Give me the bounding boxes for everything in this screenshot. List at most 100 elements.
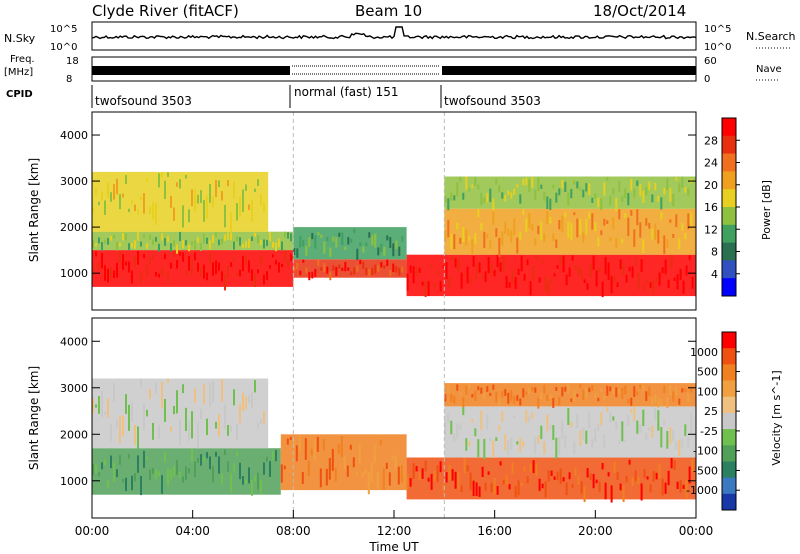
heatmap-cell-1-4-7 [465, 438, 468, 451]
freq-label-top: Freq. [10, 54, 35, 65]
heatmap-cell-0-4-31 [386, 235, 389, 241]
heatmap-cell-1-1-57 [263, 410, 265, 424]
heatmap-cell-1-1-45 [227, 425, 229, 436]
heatmap-cell-1-0-32 [188, 468, 190, 474]
heatmap-cell-1-0-26 [170, 469, 172, 480]
heatmap-cell-0-6-46 [582, 232, 585, 243]
colorbar-tick-label-1-3: 25 [704, 405, 718, 418]
heatmap-cell-1-1-55 [257, 422, 259, 429]
heatmap-cell-0-7-36 [552, 184, 555, 189]
heatmap-cell-1-4-41 [567, 408, 570, 425]
heatmap-cell-0-6-74 [666, 239, 669, 248]
heatmap-cell-0-6-61 [627, 217, 630, 237]
heatmap-cell-1-5-63 [633, 386, 636, 397]
heatmap-cell-0-0-36 [200, 266, 202, 277]
heatmap-cell-0-5-74 [628, 266, 631, 272]
heatmap-cell-0-2-43 [221, 191, 223, 201]
ytick-label-1-3: 4000 [60, 335, 88, 348]
heatmap-cell-1-0-24 [164, 452, 166, 463]
heatmap-cell-1-2-26 [358, 443, 361, 464]
heatmap-cell-0-5-63 [595, 270, 598, 287]
heatmap-cell-0-1-64 [284, 231, 286, 238]
heatmap-cell-1-4-81 [687, 437, 690, 447]
heatmap-cell-0-3-9 [320, 267, 323, 271]
heatmap-cell-0-3-7 [314, 268, 317, 277]
heatmap-cell-1-5-8 [468, 384, 471, 389]
heatmap-cell-1-4-59 [621, 421, 624, 442]
heatmap-cell-1-3-64 [598, 481, 601, 492]
heatmap-cell-1-0-21 [155, 469, 157, 479]
heatmap-cell-1-3-87 [667, 470, 670, 486]
heatmap-cell-1-3-82 [652, 471, 655, 482]
heatmap-cell-0-5-38 [520, 255, 523, 272]
heatmap-cell-1-0-51 [245, 479, 247, 484]
heatmap-cell-0-4-34 [395, 240, 398, 249]
heatmap-cell-0-2-0 [92, 207, 94, 213]
heatmap-cell-0-5-32 [502, 256, 505, 274]
colorbar-swatch-0-7 [722, 242, 736, 261]
heatmap-cell-1-3-71 [619, 483, 622, 491]
heatmap-cell-1-5-3 [453, 395, 456, 404]
heatmap-cell-1-5-26 [522, 388, 525, 398]
heatmap-cell-0-2-22 [158, 173, 160, 188]
nsearch-tick-bottom: 10^0 [704, 42, 731, 53]
heatmap-cell-1-2-30 [370, 462, 373, 483]
heatmap-cell-0-7-24 [516, 184, 519, 188]
heatmap-cell-1-3-73 [625, 475, 628, 483]
plot-title: Clyde River (fitACF) [92, 2, 239, 20]
beam-label: Beam 10 [355, 2, 422, 20]
heatmap-cell-1-2-17 [331, 448, 334, 471]
heatmap-cell-0-6-51 [597, 237, 600, 247]
heatmap-cell-0-4-27 [374, 233, 377, 248]
heatmap-cell-1-3-3 [415, 466, 418, 472]
heatmap-cell-1-3-50 [556, 471, 559, 481]
heatmap-cell-1-1-30 [182, 384, 184, 394]
heatmap-cell-0-7-65 [639, 183, 642, 197]
heatmap-cell-0-5-45 [541, 259, 544, 264]
heatmap-cell-1-2-5 [295, 445, 298, 462]
heatmap-cell-0-2-28 [176, 182, 178, 187]
heatmap-cell-0-1-33 [191, 241, 193, 246]
heatmap-cell-0-5-56 [574, 265, 577, 270]
heatmap-cell-0-5-55 [571, 255, 574, 261]
heatmap-region-0-4 [293, 227, 407, 260]
heatmap-cell-0-6-63 [633, 229, 636, 247]
heatmap-cell-1-2-22 [346, 465, 349, 477]
heatmap-cell-1-5-33 [543, 384, 546, 394]
heatmap-cell-0-5-25 [481, 274, 484, 280]
heatmap-cell-0-3-0 [293, 267, 296, 272]
heatmap-cell-1-0-60 [272, 451, 274, 461]
heatmap-cell-0-5-14 [448, 276, 451, 288]
heatmap-cell-1-0-28 [176, 459, 178, 475]
heatmap-cell-0-2-52 [248, 204, 250, 210]
heatmap-cell-1-5-25 [519, 398, 522, 406]
heatmap-cell-1-3-58 [580, 481, 583, 494]
heatmap-cell-1-3-53 [565, 482, 568, 496]
heatmap-cell-0-7-12 [480, 192, 483, 206]
heatmap-cell-0-1-61 [275, 242, 277, 252]
heatmap-cell-0-1-20 [152, 239, 154, 246]
heatmap-cell-0-5-68 [610, 276, 613, 294]
heatmap-cell-0-5-71 [619, 259, 622, 270]
heatmap-cell-1-3-36 [514, 486, 517, 498]
heatmap-cell-1-3-54 [568, 472, 571, 480]
heatmap-cell-0-6-82 [690, 212, 693, 226]
heatmap-cell-1-0-6 [110, 455, 112, 469]
heatmap-cell-0-7-45 [579, 187, 582, 191]
heatmap-cell-1-2-12 [316, 436, 319, 452]
heatmap-cell-1-4-10 [474, 428, 477, 437]
heatmap-cell-1-0-54 [254, 475, 256, 482]
heatmap-cell-1-1-53 [251, 392, 253, 408]
heatmap-cell-1-3-59 [583, 486, 586, 502]
heatmap-cell-0-1-63 [281, 241, 283, 251]
heatmap-cell-0-5-54 [568, 267, 571, 277]
heatmap-cell-0-2-7 [113, 184, 115, 200]
heatmap-cell-0-5-93 [685, 265, 688, 276]
heatmap-cell-0-7-53 [603, 182, 606, 196]
heatmap-cell-0-1-34 [194, 240, 196, 250]
heatmap-cell-0-1-52 [248, 238, 250, 248]
heatmap-cell-0-7-35 [549, 198, 552, 210]
heatmap-cell-1-5-52 [600, 388, 603, 392]
freq-tick-bottom: 8 [66, 74, 72, 85]
heatmap-cell-0-5-11 [439, 280, 442, 292]
